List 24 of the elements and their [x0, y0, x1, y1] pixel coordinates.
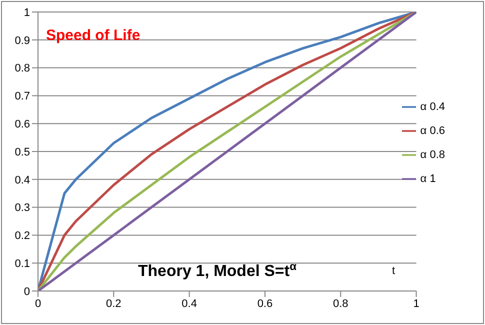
legend-label: α 0.4 — [420, 101, 445, 113]
y-tick-label: 0.1 — [14, 258, 30, 270]
y-tick-label: 0.8 — [14, 62, 30, 75]
legend-label: α 0.6 — [420, 125, 445, 137]
annotation: Theory 1, Model S=t$^{α}$ — [138, 261, 297, 280]
x-tick-label: 0.4 — [182, 298, 197, 310]
y-tick-label: 0 — [24, 286, 30, 298]
y-tick-label: 0.4 — [14, 174, 30, 186]
text: Speed of Life — [46, 27, 140, 44]
x-tick-label: 0 — [34, 298, 42, 310]
y-tick-label: 0.5 — [14, 146, 30, 158]
y-tick-label: 0.3 — [14, 202, 30, 214]
y-tick-label: 0.6 — [14, 118, 30, 131]
legend-label: α 0.8 — [420, 149, 445, 161]
legend-label: α 1 — [420, 173, 436, 185]
x-axis-title: t — [392, 265, 396, 277]
y-tick-label: 0.2 — [14, 230, 30, 242]
y-tick-label: 1 — [24, 6, 30, 19]
y-tick-label: 0.7 — [14, 90, 30, 103]
x-tick-label: 0.6 — [257, 298, 273, 310]
x-tick-label: 0.2 — [106, 298, 122, 310]
y-tick-label: 0.9 — [14, 34, 30, 47]
x-tick-label: 0.8 — [332, 298, 348, 310]
x-tick-label: 1 — [413, 298, 420, 310]
